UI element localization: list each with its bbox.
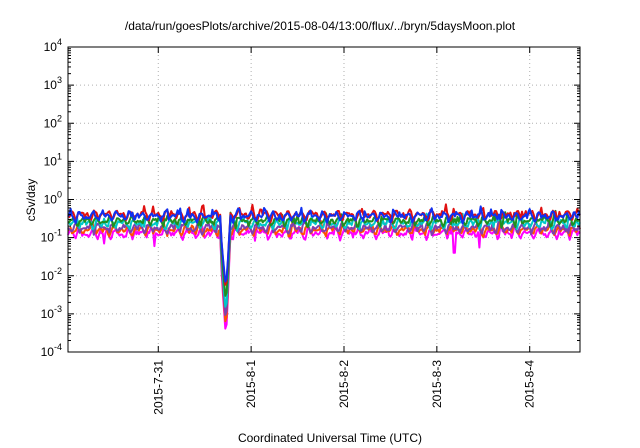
series-line [67, 209, 581, 297]
x-tick-label: 2015-8-3 [430, 360, 444, 408]
x-tick-label: 2015-8-1 [244, 360, 258, 408]
y-tick-label-exponent: 0 [57, 190, 62, 200]
y-tick-label-base: 10 [44, 40, 58, 54]
y-tick-label: 100 [44, 190, 62, 207]
y-tick-label-base: 10 [41, 231, 55, 245]
y-tick-label-base: 10 [44, 116, 58, 130]
series-line [67, 205, 581, 283]
y-tick-label-exponent: 4 [57, 37, 62, 47]
y-tick-label: 10-1 [41, 228, 62, 245]
y-tick-label-exponent: -1 [54, 228, 62, 238]
x-axis-label: Coordinated Universal Time (UTC) [238, 431, 422, 445]
y-tick-label-base: 10 [44, 193, 58, 207]
y-tick-label: 10-4 [41, 342, 62, 359]
grid-lines [68, 47, 580, 352]
y-tick-label-base: 10 [41, 345, 55, 359]
y-tick-label: 104 [44, 37, 62, 54]
y-axis-label: cSv/day [24, 179, 38, 222]
y-tick-label-exponent: 3 [57, 75, 62, 85]
y-tick-label-exponent: 1 [57, 151, 62, 161]
y-tick-label-exponent: -3 [54, 304, 62, 314]
plot-frame [67, 46, 581, 353]
y-tick-label-base: 10 [44, 154, 58, 168]
series-line [67, 217, 581, 316]
y-tick-label: 101 [44, 151, 62, 168]
y-tick-label-base: 10 [41, 307, 55, 321]
chart-title: /data/run/goesPlots/archive/2015-08-04/1… [125, 19, 516, 33]
y-tick-label: 10-2 [41, 266, 62, 283]
axes: 10-410-310-210-11001011021031042015-7-31… [41, 37, 581, 415]
series-line [67, 219, 581, 323]
x-tick-label: 2015-8-2 [337, 360, 351, 408]
x-tick-label: 2015-7-31 [151, 360, 165, 415]
y-tick-label: 10-3 [41, 304, 62, 321]
y-tick-label-base: 10 [44, 78, 58, 92]
series-line [67, 203, 581, 286]
x-tick-label: 2015-8-4 [523, 360, 537, 408]
y-tick-label: 103 [44, 75, 62, 92]
y-tick-label: 102 [44, 113, 62, 130]
y-tick-label-base: 10 [41, 269, 55, 283]
series-lines [67, 203, 581, 330]
y-tick-label-exponent: 2 [57, 113, 62, 123]
y-tick-label-exponent: -2 [54, 266, 62, 276]
y-tick-label-exponent: -4 [54, 342, 62, 352]
